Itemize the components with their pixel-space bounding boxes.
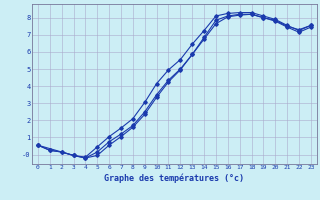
X-axis label: Graphe des températures (°c): Graphe des températures (°c) <box>104 173 244 183</box>
